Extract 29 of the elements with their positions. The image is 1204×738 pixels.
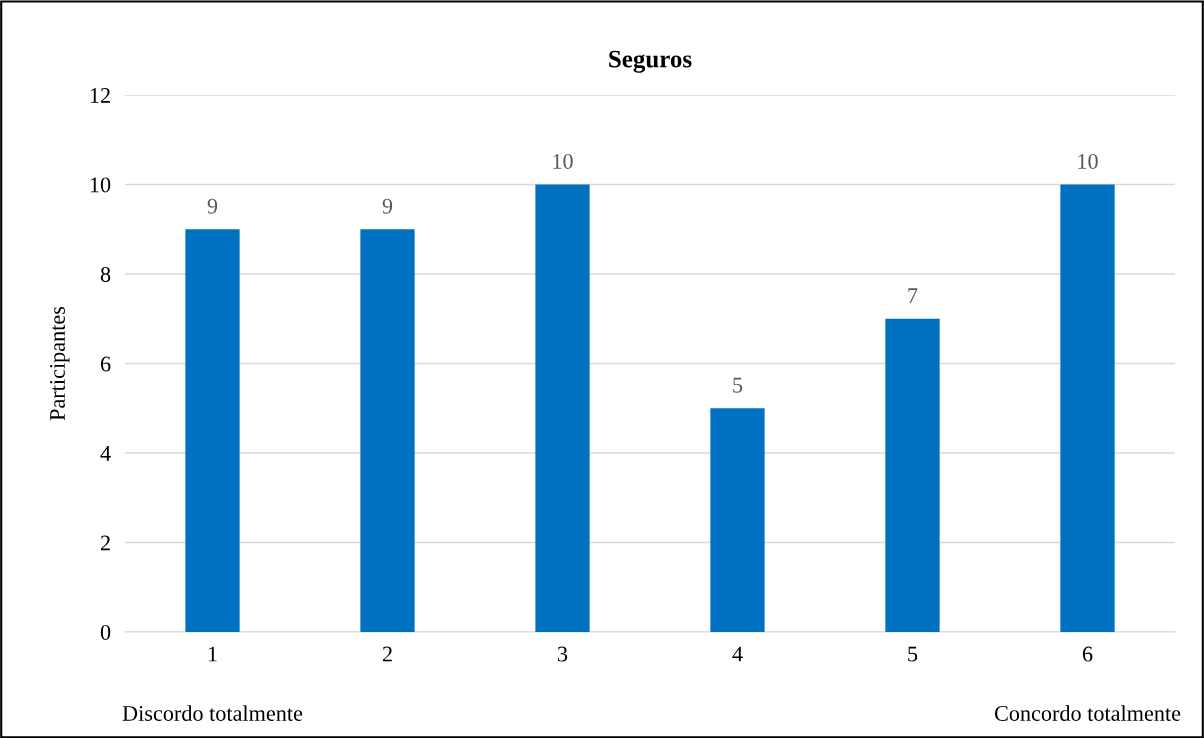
x-tick-label: 6 <box>1082 646 1093 662</box>
x-tick-label: 4 <box>732 646 743 662</box>
y-tick-label: 2 <box>100 535 110 551</box>
y-tick-label: 10 <box>90 177 111 193</box>
y-tick-label: 8 <box>100 266 111 282</box>
bar <box>885 318 940 632</box>
data-label: 7 <box>908 288 918 303</box>
y-tick-label: 4 <box>100 446 111 461</box>
x-tick-label: 3 <box>558 646 568 662</box>
text: Concordo totalmente <box>994 705 1181 721</box>
chart-title: Seguros <box>609 50 692 73</box>
text: Discordo totalmente <box>122 705 303 721</box>
y-tick-label: 0 <box>100 624 111 640</box>
bar <box>710 408 765 632</box>
x-tick-label: 2 <box>382 646 392 662</box>
data-label: 10 <box>1078 153 1098 169</box>
y-axis-title: Participantes <box>50 306 70 421</box>
data-label: 5 <box>733 377 743 393</box>
data-label: 10 <box>553 153 573 169</box>
data-label: 9 <box>207 198 218 214</box>
x-tick-label: 5 <box>908 646 918 662</box>
bar <box>535 184 590 632</box>
y-tick-label: 12 <box>90 87 110 103</box>
y-tick-label: 6 <box>100 356 111 372</box>
bar <box>185 229 240 632</box>
x-tick-label: 1 <box>208 646 217 662</box>
bar <box>1060 184 1115 632</box>
data-label: 9 <box>382 198 393 214</box>
bar <box>360 229 415 632</box>
